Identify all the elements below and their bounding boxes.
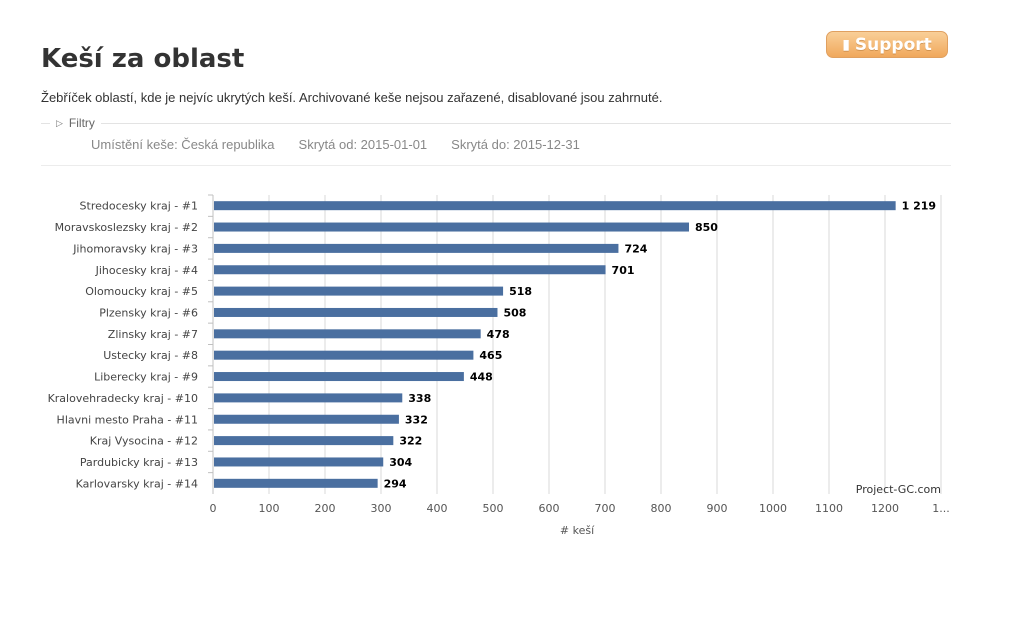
bar <box>214 329 481 339</box>
data-label: 508 <box>503 306 526 319</box>
category-label: Zlinsky kraj - #7 <box>108 328 198 341</box>
filter-divider <box>41 123 951 124</box>
category-label: Ustecky kraj - #8 <box>103 349 198 362</box>
bar <box>214 307 498 317</box>
category-label: Pardubicky kraj - #13 <box>80 456 198 469</box>
x-tick-label: 1100 <box>815 502 843 515</box>
support-button[interactable]: ▮ Support <box>826 31 948 58</box>
chart-credit: Project-GC.com <box>856 483 941 496</box>
bar <box>214 350 474 360</box>
data-label: 518 <box>509 285 532 298</box>
category-label: Kralovehradecky kraj - #10 <box>48 392 198 405</box>
x-tick-label: 1... <box>932 502 950 515</box>
x-tick-label: 900 <box>707 502 728 515</box>
section-divider <box>41 165 951 166</box>
x-tick-label: 800 <box>651 502 672 515</box>
triangle-right-icon: ▷ <box>56 117 63 128</box>
x-tick-label: 300 <box>371 502 392 515</box>
category-label: Plzensky kraj - #6 <box>99 306 198 319</box>
data-label: 294 <box>384 477 407 490</box>
bar <box>214 372 464 382</box>
data-label: 465 <box>479 349 502 362</box>
bar <box>214 414 399 424</box>
support-label: Support <box>854 34 932 55</box>
category-label: Olomoucky kraj - #5 <box>85 285 198 298</box>
x-tick-label: 500 <box>483 502 504 515</box>
x-tick-label: 700 <box>595 502 616 515</box>
data-label: 338 <box>408 392 431 405</box>
filters-label: Filtry <box>68 116 95 130</box>
x-tick-label: 400 <box>427 502 448 515</box>
data-label: 724 <box>624 242 647 255</box>
data-label: 448 <box>470 371 493 384</box>
bar <box>214 222 689 232</box>
x-tick-label: 1000 <box>759 502 787 515</box>
data-label: 322 <box>399 435 422 448</box>
data-label: 701 <box>612 264 635 277</box>
x-tick-label: 1200 <box>871 502 899 515</box>
x-tick-label: 600 <box>539 502 560 515</box>
data-label: 1 219 <box>902 200 936 213</box>
category-label: Hlavni mesto Praha - #11 <box>57 413 198 426</box>
bar <box>214 478 378 488</box>
page-subtitle: Žebříček oblastí, kde je nejvíc ukrytých… <box>41 90 663 105</box>
bar <box>214 243 619 253</box>
data-label: 332 <box>405 413 428 426</box>
bar <box>214 201 896 211</box>
data-label: 850 <box>695 221 718 234</box>
filter-values: Umístění keše: Česká republika Skrytá od… <box>91 137 604 152</box>
data-label: 304 <box>389 456 412 469</box>
category-label: Liberecky kraj - #9 <box>94 371 198 384</box>
category-label: Jihocesky kraj - #4 <box>95 264 198 277</box>
bar <box>214 436 394 446</box>
page-title: Keší za oblast <box>41 44 245 74</box>
category-label: Karlovarsky kraj - #14 <box>76 477 198 490</box>
x-axis-title: # keší <box>560 524 595 537</box>
bar <box>214 286 504 296</box>
category-label: Stredocesky kraj - #1 <box>80 200 198 213</box>
filter-hidden-to: Skrytá do: 2015-12-31 <box>451 137 580 152</box>
x-tick-label: 100 <box>259 502 280 515</box>
filter-hidden-from: Skrytá od: 2015-01-01 <box>298 137 428 152</box>
x-tick-label: 0 <box>210 502 217 515</box>
category-label: Jihomoravsky kraj - #3 <box>72 242 198 255</box>
bar <box>214 393 403 403</box>
filters-toggle[interactable]: ▷ Filtry <box>50 116 101 130</box>
bar <box>214 265 606 275</box>
bar <box>214 457 384 467</box>
data-label: 478 <box>487 328 510 341</box>
category-label: Moravskoslezsky kraj - #2 <box>55 221 198 234</box>
filter-location: Umístění keše: Česká republika <box>91 137 275 152</box>
category-label: Kraj Vysocina - #12 <box>90 435 198 448</box>
megaphone-icon: ▮ <box>842 36 850 53</box>
x-tick-label: 200 <box>315 502 336 515</box>
